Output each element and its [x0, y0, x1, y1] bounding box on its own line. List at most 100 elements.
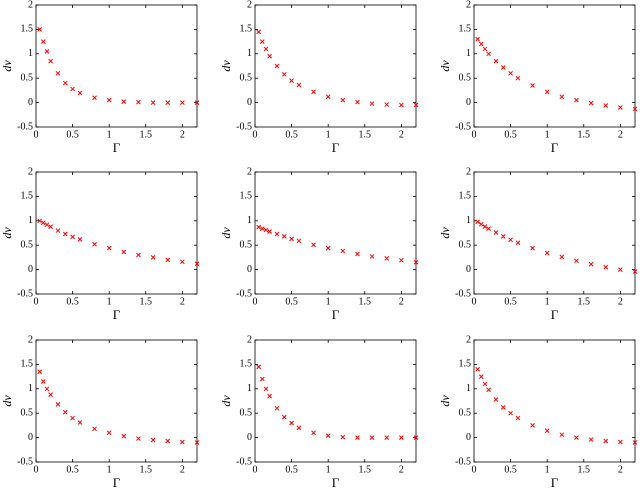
y-tick-label: 0.5: [240, 239, 253, 250]
x-tick-label: 0: [34, 296, 39, 307]
marker: [165, 257, 171, 263]
marker: [106, 97, 112, 103]
x-tick-label: 1: [545, 464, 550, 475]
x-tick-label: 1.5: [140, 464, 153, 475]
marker: [399, 257, 404, 263]
marker: [48, 392, 53, 398]
x-axis-label: Γ: [551, 475, 559, 490]
plot-frame: [35, 339, 198, 463]
marker: [559, 432, 565, 438]
marker: [475, 366, 481, 372]
y-tick-label: 0: [466, 264, 471, 275]
y-tick-label: 1.5: [21, 359, 34, 370]
marker: [588, 261, 594, 267]
marker: [180, 100, 185, 105]
y-tick-label: 2: [28, 0, 33, 10]
marker: [296, 238, 302, 244]
marker: [256, 29, 262, 35]
marker: [136, 436, 141, 441]
marker: [475, 36, 481, 42]
y-tick-label: -0.5: [17, 456, 33, 467]
y-axis-label: dv: [438, 60, 452, 72]
marker: [618, 267, 623, 272]
marker: [44, 222, 50, 228]
x-tick-label: 1: [326, 296, 331, 307]
marker: [48, 224, 53, 230]
marker: [515, 415, 521, 421]
y-tick-label: 1: [28, 215, 33, 226]
marker: [475, 219, 481, 225]
y-axis-label: dv: [0, 60, 14, 72]
x-tick-label: 0.5: [285, 296, 298, 307]
marker: [340, 434, 346, 440]
marker: [70, 86, 75, 92]
y-tick-label: 1.5: [240, 359, 253, 370]
marker: [259, 226, 265, 231]
x-tick-label: 1.5: [140, 296, 153, 307]
marker: [267, 53, 272, 59]
marker: [150, 255, 156, 260]
marker: [55, 402, 61, 407]
marker: [256, 224, 262, 230]
marker: [340, 97, 346, 103]
marker: [508, 70, 513, 76]
y-tick-label: -0.5: [236, 456, 252, 467]
x-tick-label: 2: [618, 129, 623, 140]
y-tick-label: 1: [247, 48, 252, 59]
marker: [486, 51, 491, 57]
marker: [62, 409, 68, 415]
x-tick-label: 2: [180, 464, 185, 475]
y-tick-label: 1.5: [459, 191, 472, 202]
x-tick-label: 0.5: [504, 129, 517, 140]
marker: [384, 435, 390, 440]
y-tick-label: 2: [247, 0, 252, 10]
marker: [180, 259, 185, 265]
marker: [574, 258, 579, 264]
y-tick-label: 2: [247, 334, 252, 345]
x-axis-label: Γ: [332, 307, 340, 322]
marker: [544, 250, 550, 256]
x-tick-label: 2: [180, 296, 185, 307]
y-tick-label: 0.5: [21, 72, 34, 83]
x-tick-label: 0.5: [285, 129, 298, 140]
marker: [263, 227, 269, 233]
x-tick-label: 0.5: [285, 464, 298, 475]
y-tick-label: -0.5: [17, 288, 33, 299]
marker: [281, 414, 287, 420]
marker: [194, 100, 200, 105]
marker: [281, 71, 287, 77]
marker: [486, 387, 491, 393]
plot-frame: [254, 171, 417, 295]
y-tick-label: 1.5: [459, 24, 472, 35]
x-tick-label: 0: [34, 129, 39, 140]
plot-frame: [35, 4, 198, 128]
marker: [325, 245, 331, 251]
marker: [500, 234, 506, 239]
marker: [37, 218, 43, 224]
marker: [136, 252, 141, 258]
y-tick-label: 0.5: [21, 407, 34, 418]
x-tick-label: 0.5: [504, 464, 517, 475]
marker: [194, 261, 200, 267]
marker: [603, 264, 609, 270]
y-tick-label: 0: [466, 97, 471, 108]
plot-frame: [35, 171, 198, 295]
marker: [194, 440, 200, 445]
marker: [311, 89, 316, 95]
marker: [256, 364, 262, 370]
y-tick-label: 0: [247, 264, 252, 275]
y-axis-label: dv: [438, 395, 452, 407]
x-tick-label: 2: [399, 129, 404, 140]
marker: [55, 70, 61, 76]
marker: [603, 438, 609, 444]
x-tick-label: 1: [326, 129, 331, 140]
plot-frame: [473, 339, 636, 463]
x-tick-label: 1: [545, 129, 550, 140]
marker: [603, 103, 609, 108]
marker: [150, 437, 156, 443]
marker: [632, 106, 638, 112]
marker: [263, 46, 269, 52]
marker: [574, 435, 579, 440]
marker: [274, 231, 280, 237]
